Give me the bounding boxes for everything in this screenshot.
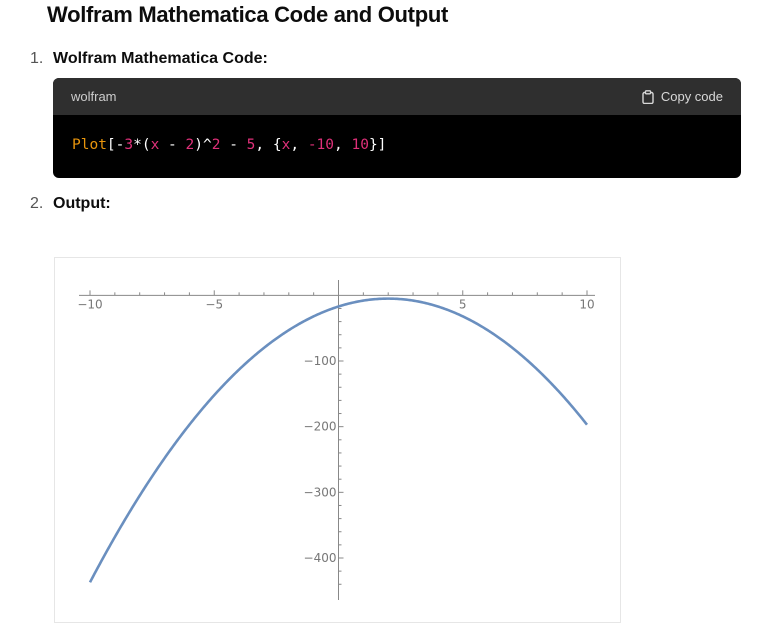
code-token: 5 (246, 137, 256, 153)
step-1: 1. Wolfram Mathematica Code: (30, 50, 268, 68)
code-token: Plot (72, 137, 107, 153)
code-token: }] (368, 137, 387, 153)
x-tick-label: −10 (77, 297, 102, 311)
plot-output: −10 −5 5 10 −100 −200 −300 −400 (54, 257, 621, 623)
y-tick-label: −400 (304, 551, 337, 565)
step-2-label: Output: (53, 195, 111, 212)
x-tick-label: −5 (205, 297, 223, 311)
x-tick-label: 5 (459, 297, 467, 311)
code-text: Plot[-3*(x - 2)^2 - 5, {x, -10, 10}] (53, 115, 741, 175)
code-token: , { (255, 137, 282, 153)
y-tick-label: −200 (304, 420, 337, 434)
code-block-header: wolfram Copy code (53, 78, 741, 115)
y-tick-label: −300 (304, 485, 337, 499)
code-language-label: wolfram (71, 89, 117, 104)
code-token: , (334, 137, 352, 153)
clipboard-icon (641, 89, 655, 104)
y-tick-label: −100 (304, 354, 337, 368)
code-token: )^ (194, 137, 212, 153)
plot-svg: −10 −5 5 10 −100 −200 −300 −400 (77, 280, 595, 600)
copy-code-label: Copy code (660, 89, 723, 104)
step-2: 2. Output: (30, 195, 111, 213)
code-token: *( (133, 137, 151, 153)
code-token: [ (106, 137, 116, 153)
code-token: - (115, 137, 125, 153)
code-token: 2 (185, 137, 195, 153)
code-block: wolfram Copy code Plot[-3*(x - 2)^2 - 5,… (53, 78, 741, 178)
step-2-number: 2. (30, 195, 44, 212)
code-token: , (290, 137, 308, 153)
code-token: x (150, 137, 160, 153)
x-tick-label: 10 (579, 297, 594, 311)
code-token: 2 (211, 137, 221, 153)
step-1-number: 1. (30, 50, 44, 67)
code-token: -10 (307, 137, 335, 153)
code-token: 3 (124, 137, 134, 153)
copy-code-button[interactable]: Copy code (641, 89, 723, 104)
code-token: - (159, 137, 186, 153)
series-line (88, 297, 589, 583)
code-token: 10 (351, 137, 369, 153)
code-token: x (281, 137, 291, 153)
code-token: - (220, 137, 247, 153)
page-title: Wolfram Mathematica Code and Output (47, 2, 449, 27)
step-1-label: Wolfram Mathematica Code: (53, 50, 268, 67)
